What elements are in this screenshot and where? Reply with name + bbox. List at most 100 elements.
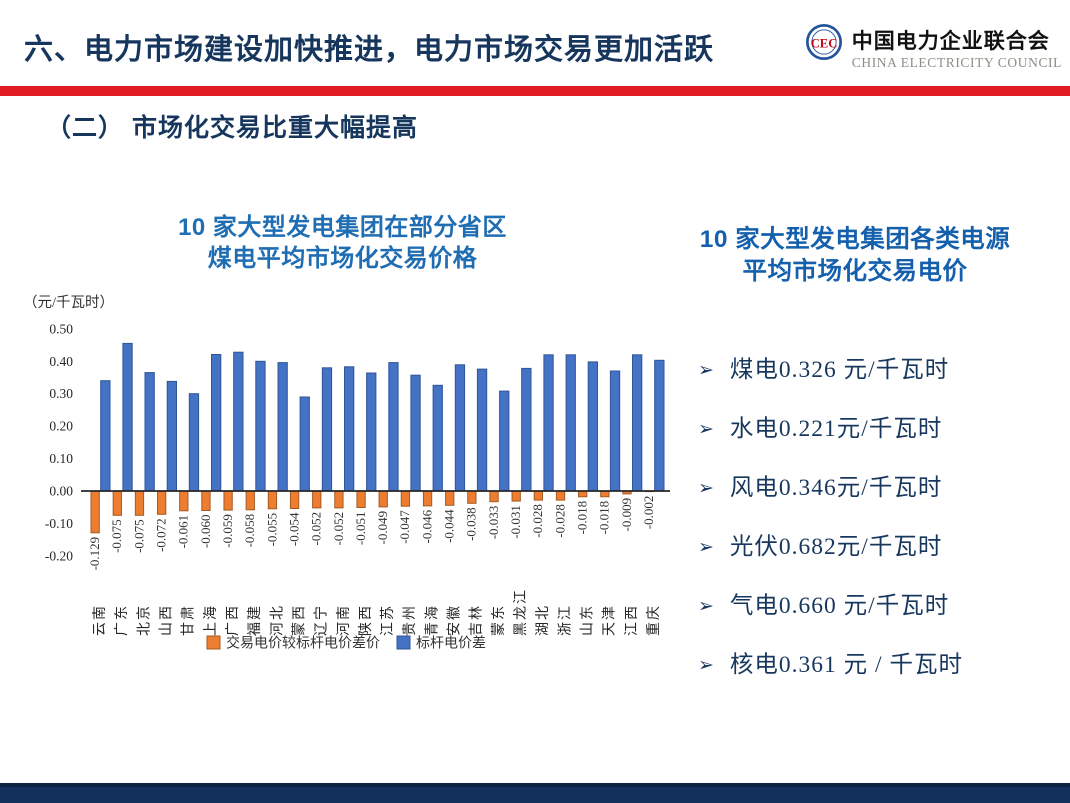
x-category-label: 安徽 xyxy=(447,604,463,636)
page-title: 六、电力市场建设加快推进，电力市场交易更加活跃 xyxy=(24,34,715,66)
bar-benchmark-price-diff xyxy=(587,361,599,492)
bar-trade-price-diff xyxy=(134,490,145,516)
y-tick-label: 0.30 xyxy=(49,386,73,401)
bar-value-label: -0.060 xyxy=(198,515,213,549)
left-chart-title-line2: 煤电平均市场化交易价格 xyxy=(207,245,478,272)
x-category-label: 蒙东 xyxy=(491,604,507,636)
logo-name-en: CHINA ELECTRICITY COUNCIL xyxy=(851,55,1062,70)
bar-trade-price-diff xyxy=(334,490,344,509)
bar-value-label: -0.031 xyxy=(508,505,523,539)
bar-trade-price-diff xyxy=(533,490,544,501)
bar-trade-price-diff xyxy=(422,490,433,507)
y-tick-label: 0.40 xyxy=(49,354,73,369)
bar-value-label: -0.047 xyxy=(397,510,412,544)
bar-value-label: -0.044 xyxy=(442,509,457,543)
bar-benchmark-price-diff xyxy=(144,372,155,492)
bar-value-label: -0.052 xyxy=(331,512,346,546)
bar-trade-price-diff xyxy=(445,490,455,506)
bar-value-label: -0.028 xyxy=(552,504,567,538)
list-item: ➢ 风电0.346元/千瓦时 xyxy=(698,468,1068,502)
x-category-label: 青海 xyxy=(424,604,440,636)
bar-benchmark-price-diff xyxy=(432,384,443,492)
bar-trade-price-diff xyxy=(90,490,100,534)
bar-value-label: -0.046 xyxy=(419,509,434,543)
list-item-text: 气电0.660 元/千瓦时 xyxy=(729,593,950,619)
right-panel-title-line1: 10 家大型发电集团各类电源 xyxy=(699,226,1011,253)
bar-benchmark-price-diff xyxy=(299,396,310,492)
bar-trade-price-diff xyxy=(555,490,566,501)
bar-benchmark-price-diff xyxy=(188,393,200,492)
list-item: ➢ 气电0.660 元/千瓦时 xyxy=(698,586,1068,620)
left-chart-title: 10 家大型发电集团在部分省区 煤电平均市场化交易价格 xyxy=(90,212,595,274)
bar-value-label: -0.002 xyxy=(641,496,656,530)
bar-value-label: -0.058 xyxy=(242,514,257,548)
x-category-label: 吉林 xyxy=(469,604,485,636)
y-tick-label: 0.00 xyxy=(49,484,73,499)
logo-name-cn: 中国电力企业联合会 xyxy=(851,30,1050,53)
bar-benchmark-price-diff xyxy=(277,362,288,492)
bar-value-label: -0.051 xyxy=(353,512,368,546)
legend-swatch-blue xyxy=(396,635,411,650)
bar-value-label: -0.055 xyxy=(264,513,279,547)
legend-swatch-orange xyxy=(206,635,221,650)
bar-trade-price-diff xyxy=(267,490,278,510)
list-item-text: 光伏0.682元/千瓦时 xyxy=(729,534,943,560)
bar-benchmark-price-diff xyxy=(166,380,177,492)
left-chart-title-line1: 10 家大型发电集团在部分省区 xyxy=(178,214,507,241)
bar-benchmark-price-diff xyxy=(366,372,377,492)
x-category-label: 江苏 xyxy=(380,604,396,636)
y-tick-label: 0.20 xyxy=(49,419,73,434)
arrow-bullet-icon: ➢ xyxy=(698,478,714,499)
bar-benchmark-price-diff xyxy=(321,367,333,492)
x-category-label: 云南 xyxy=(92,604,108,636)
right-panel-title-line2: 平均市场化交易电价 xyxy=(742,258,968,285)
bar-trade-price-diff xyxy=(511,490,521,502)
arrow-bullet-icon: ➢ xyxy=(698,537,714,558)
list-item: ➢ 煤电0.326 元/千瓦时 xyxy=(698,350,1068,384)
x-category-label: 陕西 xyxy=(358,604,374,636)
bar-benchmark-price-diff xyxy=(632,354,643,492)
x-category-label: 福建 xyxy=(247,604,263,636)
power-source-price-list: ➢ 煤电0.326 元/千瓦时 ➢ 水电0.221元/千瓦时 ➢ 风电0.346… xyxy=(698,350,1068,679)
bar-value-label: -0.018 xyxy=(597,501,612,535)
footer-bar xyxy=(0,783,1070,803)
bar-trade-price-diff xyxy=(156,490,167,515)
bar-benchmark-price-diff xyxy=(388,362,399,492)
arrow-bullet-icon: ➢ xyxy=(698,360,714,381)
list-item: ➢ 核电0.361 元 / 千瓦时 xyxy=(698,645,1068,679)
x-category-label: 重庆 xyxy=(646,604,662,636)
coal-price-chart: （元/千瓦时） 0.50 0.40 0.30 0.20 0.10 0.00 -0.10 -0.2… xyxy=(23,294,670,652)
bar-benchmark-price-diff xyxy=(609,370,621,492)
bar-benchmark-price-diff xyxy=(211,354,222,492)
bar-trade-price-diff xyxy=(245,490,255,511)
cec-logo: CEC 中国电力企业联合会 CHINA ELECTRICITY COUNCIL xyxy=(805,20,1062,71)
bar-value-label: -0.033 xyxy=(486,506,501,540)
arrow-bullet-icon: ➢ xyxy=(698,419,714,440)
bar-trade-price-diff xyxy=(201,490,211,511)
x-category-label: 辽宁 xyxy=(313,604,330,636)
list-item: ➢ 光伏0.682元/千瓦时 xyxy=(698,527,1068,561)
bar-benchmark-price-diff xyxy=(233,351,244,492)
bar-trade-price-diff xyxy=(289,490,300,509)
bar-trade-price-diff xyxy=(179,490,189,512)
x-category-label: 广西 xyxy=(225,604,241,636)
bar-benchmark-price-diff xyxy=(654,359,665,492)
x-category-label: 甘肃 xyxy=(181,604,197,636)
arrow-bullet-icon: ➢ xyxy=(698,596,714,617)
bar-benchmark-price-diff xyxy=(521,367,532,492)
bar-benchmark-price-diff xyxy=(255,360,266,492)
x-category-label: 河南 xyxy=(336,604,352,636)
bar-benchmark-price-diff xyxy=(344,366,355,492)
bar-trade-price-diff xyxy=(312,490,322,509)
right-panel-title: 10 家大型发电集团各类电源 平均市场化交易电价 xyxy=(650,224,1060,288)
bar-benchmark-price-diff xyxy=(100,380,111,492)
bar-trade-price-diff xyxy=(378,490,388,508)
bar-benchmark-price-diff xyxy=(122,342,133,492)
x-category-label: 湖北 xyxy=(535,604,551,636)
x-category-label: 江西 xyxy=(624,604,640,636)
y-tick-label: -0.20 xyxy=(45,548,73,563)
y-tick-label: -0.10 xyxy=(45,516,73,531)
x-category-label: 蒙西 xyxy=(291,604,307,636)
bar-trade-price-diff xyxy=(400,490,411,507)
cec-emblem-icon: CEC xyxy=(805,24,842,60)
